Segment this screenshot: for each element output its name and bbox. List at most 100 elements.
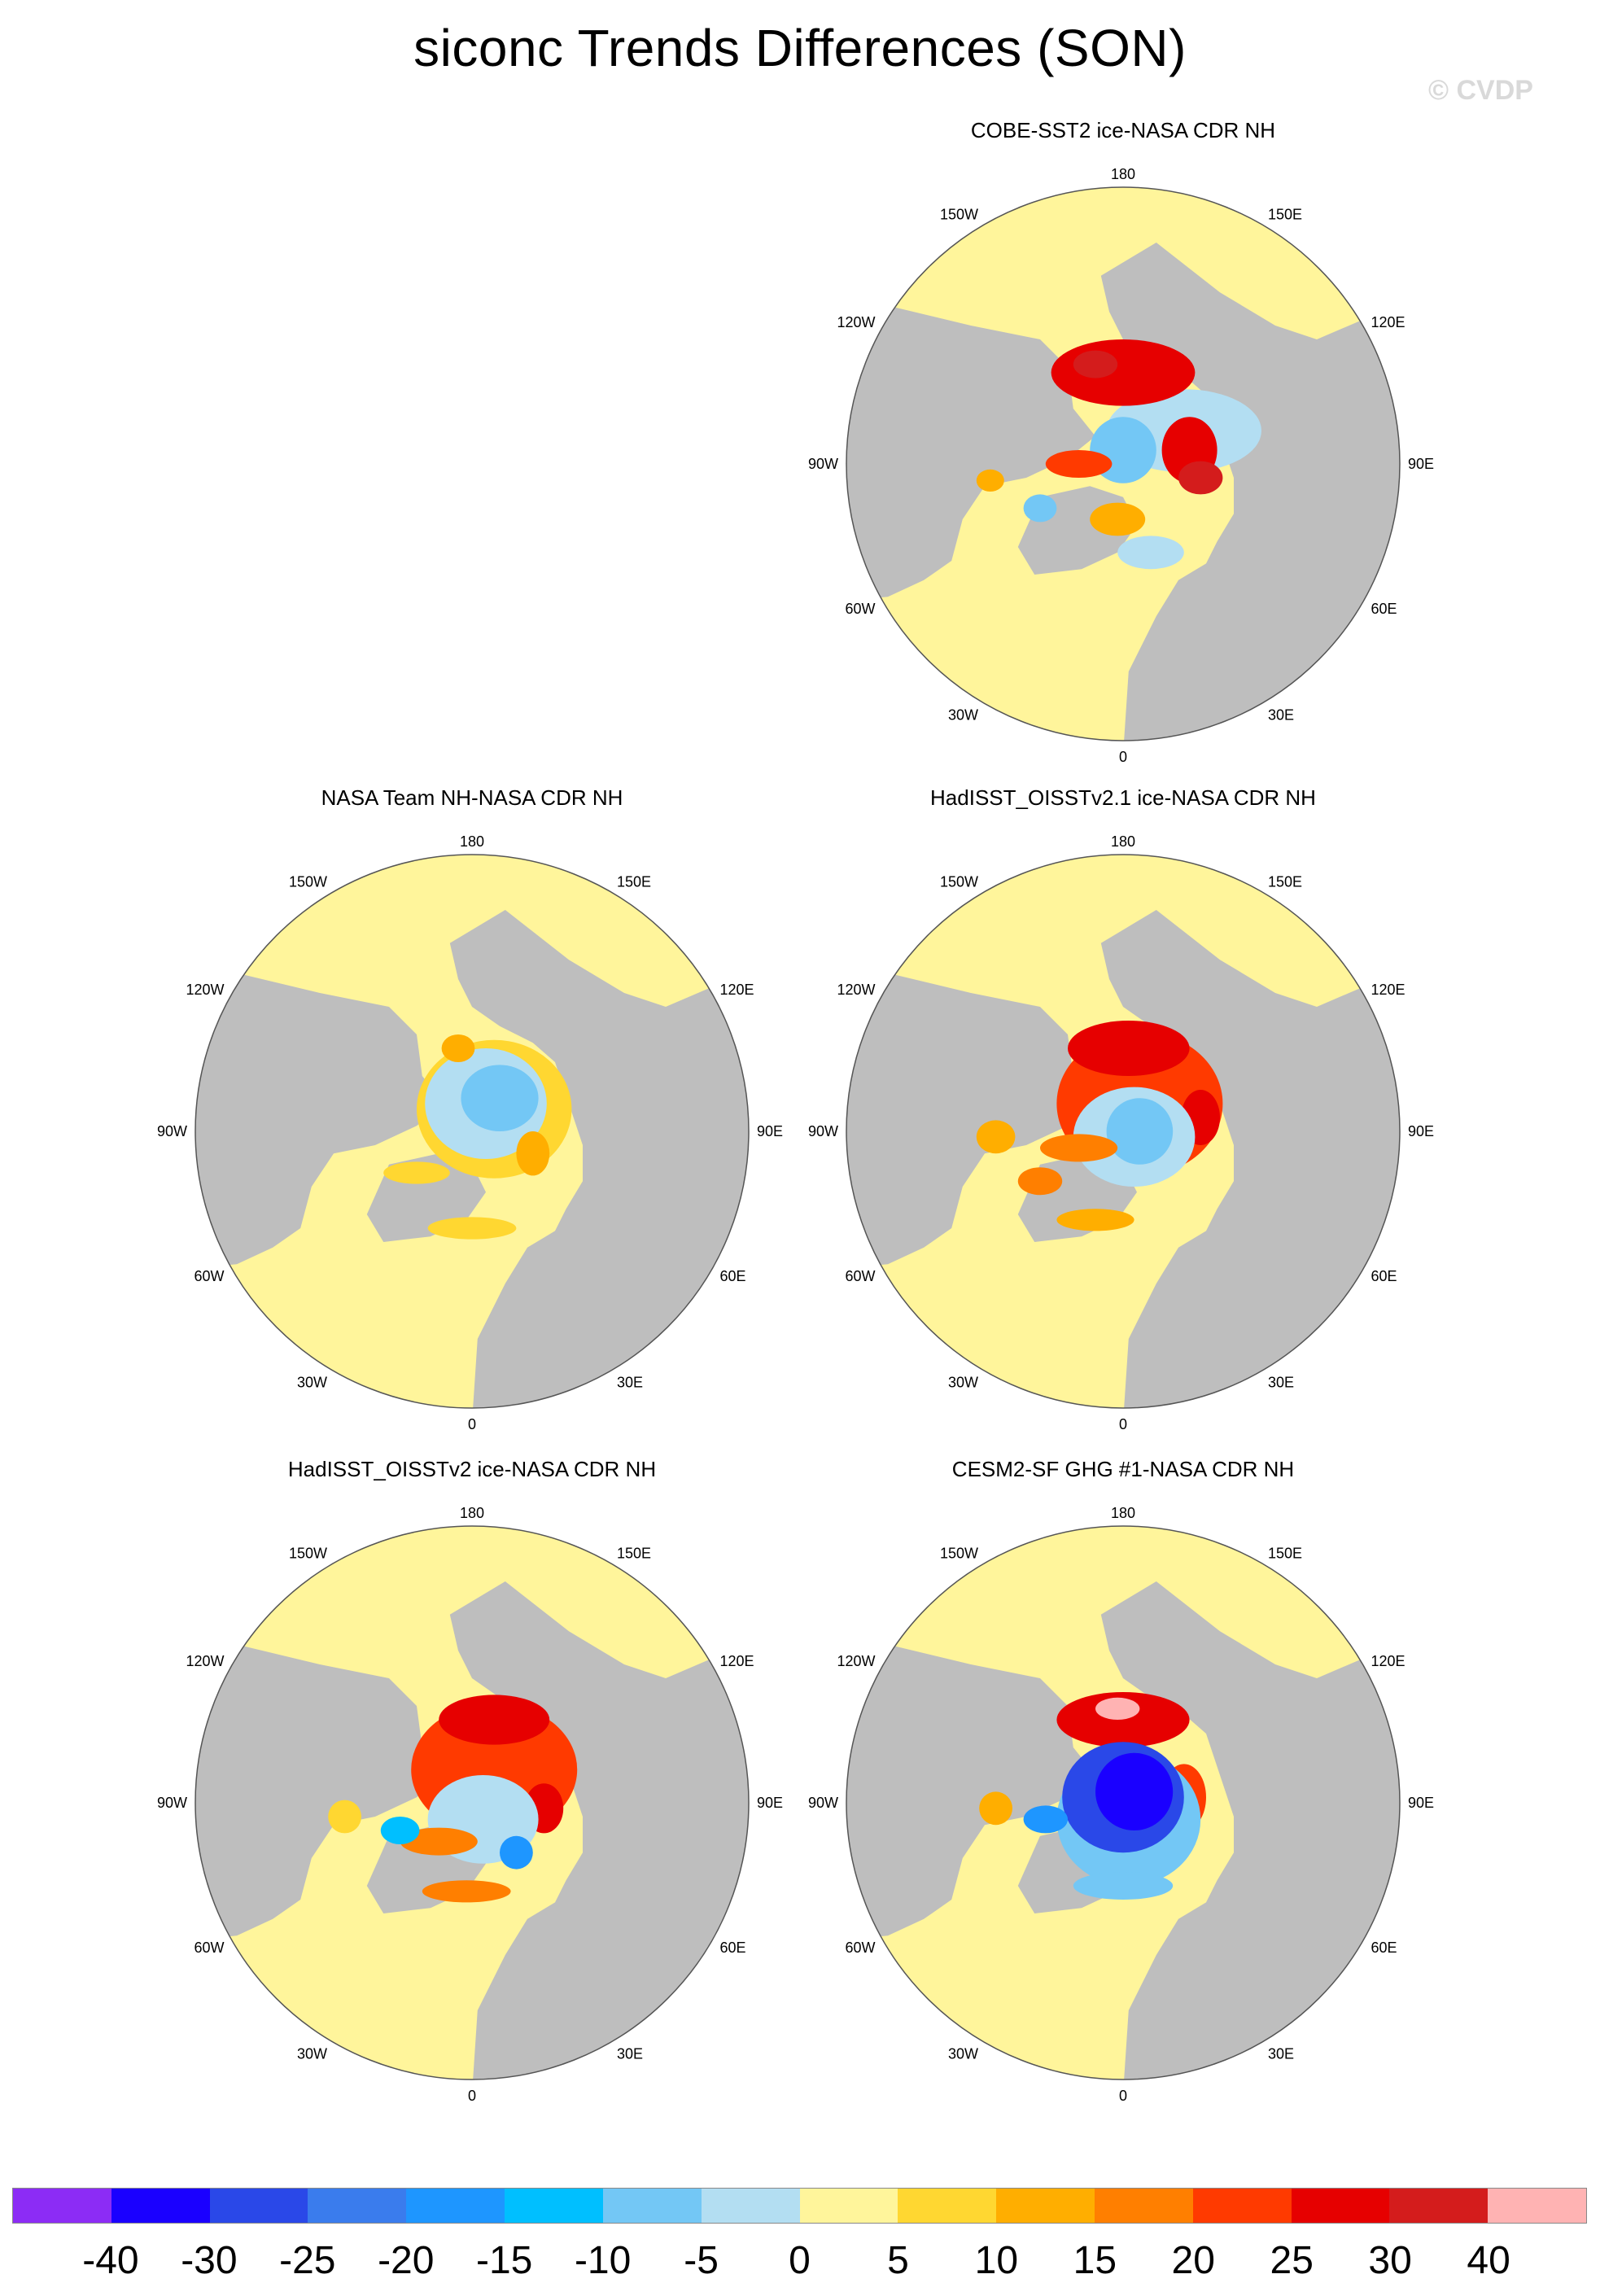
colorbar-cell [111, 2189, 210, 2223]
longitude-label: 150W [289, 874, 327, 890]
colorbar-cell [1192, 2189, 1292, 2223]
longitude-label: 0 [1119, 2088, 1127, 2104]
longitude-label: 90E [1408, 1123, 1434, 1139]
polar-map: 180 0 90W 90E 150W 150E 30W 30E 120W 120E 60W 60E [808, 166, 1434, 765]
longitude-label: 30W [297, 2045, 327, 2062]
trend-patch [1023, 1805, 1068, 1834]
panel-title: NASA Team NH-NASA CDR NH [321, 785, 623, 810]
map-outline [846, 854, 1401, 1409]
longitude-label: 90E [1408, 456, 1434, 472]
longitude-label: 30E [617, 2045, 643, 2062]
longitude-label: 90E [757, 1795, 783, 1811]
colorbar-cell [1389, 2189, 1489, 2223]
trend-patch [1073, 350, 1118, 378]
colorbar-cell [1488, 2189, 1586, 2223]
trend-patch [1178, 461, 1223, 495]
trend-patch [439, 1695, 550, 1745]
trend-patch [1073, 1872, 1174, 1900]
north-america-land [846, 1631, 1095, 1941]
longitude-label: 60W [846, 1268, 876, 1284]
colorbar-cell [898, 2189, 997, 2223]
longitude-label: 30E [617, 1374, 643, 1390]
longitude-label: 60E [719, 1268, 745, 1284]
trend-patch [516, 1131, 550, 1176]
trend-patch [1056, 1209, 1134, 1231]
colorbar-cell [1291, 2189, 1390, 2223]
panel-title: CESM2-SF GHG #1-NASA CDR NH [951, 1457, 1295, 1481]
colorbar-tick-label: 20 [1171, 2239, 1215, 2282]
longitude-label: 120E [1370, 314, 1405, 330]
trend-patch [1051, 339, 1196, 406]
trend-patch [461, 1065, 539, 1131]
polar-map: 180 0 90W 90E 150W 150E 30W 30E 120W 120E 60W 60E [157, 833, 783, 1432]
longitude-label: 0 [1119, 1416, 1127, 1432]
map-panel-cesm2: CESM2-SF GHG #1-NASA CDR NH 180 0 90W 90E 15… [808, 1457, 1434, 2108]
longitude-label: 60E [1370, 601, 1397, 617]
longitude-label: 30E [1268, 706, 1294, 723]
polar-map: 180 0 90W 90E 150W 150E 30W 30E 120W 120E 60W 60E [157, 1505, 783, 2104]
longitude-label: 30W [948, 1374, 978, 1390]
trend-patch [976, 1120, 1016, 1154]
map-panel-cobe: COBE-SST2 ice-NASA CDR NH 180 0 90W 90E 150W… [808, 118, 1434, 769]
longitude-label: 120E [1370, 1653, 1405, 1669]
trend-patch [1068, 1021, 1190, 1076]
longitude-label: 0 [468, 2088, 476, 2104]
longitude-label: 60E [1370, 1940, 1397, 1956]
longitude-label: 150W [940, 207, 978, 223]
map-panel-hadisst-oisstv2: HadISST_OISSTv2 ice-NASA CDR NH 180 0 90W 9… [157, 1457, 783, 2108]
trend-patch [1040, 1134, 1118, 1162]
polar-map: 180 0 90W 90E 150W 150E 30W 30E 120W 120E 60W 60E [808, 833, 1434, 1432]
longitude-label: 60W [195, 1268, 225, 1284]
colorbar-tick-label: 10 [974, 2239, 1019, 2282]
longitude-label: 30W [948, 2045, 978, 2062]
figure-title: siconc Trends Differences (SON) [413, 19, 1187, 77]
map-outline [195, 1525, 750, 2080]
trend-patch [328, 1800, 361, 1834]
trend-patch [380, 1817, 420, 1844]
trend-patch [441, 1034, 475, 1062]
map-panel-hadisst-oisstv21: HadISST_OISSTv2.1 ice-NASA CDR NH 180 0 90… [808, 785, 1434, 1437]
colorbar-tick-label: -30 [181, 2239, 238, 2282]
colorbar-tick-label: 0 [789, 2239, 811, 2282]
longitude-label: 30W [948, 706, 978, 723]
trend-patch [383, 1161, 450, 1184]
north-america-land [846, 292, 1095, 602]
longitude-label: 150W [940, 1546, 978, 1562]
trend-patch [1106, 1098, 1174, 1165]
trend-patch [976, 469, 1004, 492]
longitude-label: 60E [719, 1940, 745, 1956]
longitude-label: 180 [460, 1505, 484, 1521]
colorbar-cell [406, 2189, 505, 2223]
longitude-label: 60E [1370, 1268, 1397, 1284]
colorbar-tick-label: -20 [378, 2239, 435, 2282]
map-panel-nasa-team: NASA Team NH-NASA CDR NH 180 0 90W 90E 150W 1… [157, 785, 783, 1437]
longitude-label: 0 [468, 1416, 476, 1432]
eurasia-land [449, 910, 749, 1408]
trend-patch [1045, 450, 1113, 478]
longitude-label: 120W [186, 982, 225, 998]
longitude-label: 30E [1268, 2045, 1294, 2062]
map-outline [846, 1525, 1401, 2080]
colorbar-cell [13, 2189, 111, 2223]
longitude-label: 60W [846, 1940, 876, 1956]
north-america-land [195, 1631, 444, 1941]
colorbar-tick-label: 30 [1368, 2239, 1412, 2282]
trend-patch [500, 1835, 533, 1870]
trend-patch [979, 1791, 1012, 1826]
trend-patch [400, 1827, 478, 1856]
longitude-label: 150E [1268, 207, 1302, 223]
colorbar-cell [701, 2189, 800, 2223]
longitude-label: 90E [757, 1123, 783, 1139]
cvdp-credit: © CVDP [1428, 75, 1533, 106]
longitude-label: 120W [186, 1653, 225, 1669]
panel-title: HadISST_OISSTv2 ice-NASA CDR NH [287, 1457, 657, 1481]
colorbar-cell [209, 2189, 308, 2223]
longitude-label: 180 [1111, 1505, 1135, 1521]
colorbar-tick-label: -40 [82, 2239, 139, 2282]
colorbar-tick-label: 25 [1270, 2239, 1314, 2282]
north-america-land [846, 960, 1095, 1270]
longitude-label: 150E [617, 874, 651, 890]
colorbar-tick-label: 15 [1073, 2239, 1117, 2282]
colorbar-tick-label: 5 [887, 2239, 909, 2282]
longitude-label: 60W [846, 601, 876, 617]
